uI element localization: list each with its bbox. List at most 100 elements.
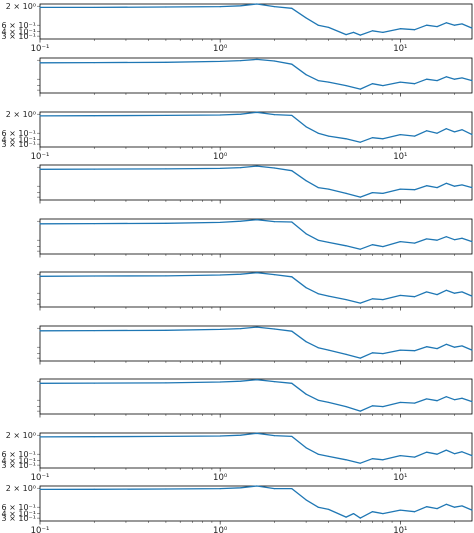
x-tick-label: 10⁰ xyxy=(213,152,228,162)
data-point xyxy=(436,79,438,82)
data-point xyxy=(426,78,428,80)
data-point xyxy=(371,298,374,300)
data-point xyxy=(273,488,275,490)
data-point xyxy=(305,180,307,182)
data-point xyxy=(426,24,428,26)
data-point xyxy=(219,221,221,224)
data-point xyxy=(328,26,330,29)
data-point xyxy=(453,506,456,508)
data-point xyxy=(445,289,447,291)
data-point xyxy=(165,222,167,224)
data-point xyxy=(382,512,384,515)
data-point xyxy=(436,453,438,455)
data-point xyxy=(413,511,416,513)
data-point xyxy=(93,436,95,438)
data-point xyxy=(359,302,361,304)
x-tick-label: 10¹ xyxy=(393,44,407,54)
data-point xyxy=(453,346,456,348)
data-point xyxy=(371,30,374,32)
data-point xyxy=(317,399,319,401)
x-tick-label: 10⁻¹ xyxy=(31,473,50,483)
data-point xyxy=(371,83,374,85)
series-line xyxy=(39,485,473,519)
data-point xyxy=(445,76,447,78)
data-point xyxy=(359,410,361,412)
data-point xyxy=(426,130,428,132)
data-point xyxy=(328,349,330,351)
data-point xyxy=(461,291,463,293)
data-point xyxy=(317,186,319,189)
x-tick-label: 10⁻¹ xyxy=(31,152,50,162)
data-point xyxy=(273,60,275,62)
y-tick-label: 6 × 10⁻¹ xyxy=(2,129,37,138)
data-point xyxy=(93,115,95,117)
data-point xyxy=(273,221,275,223)
data-point xyxy=(93,168,95,170)
data-point xyxy=(93,61,95,64)
data-point xyxy=(371,352,374,354)
data-point xyxy=(345,192,347,194)
data-point xyxy=(305,17,307,19)
data-point xyxy=(273,167,275,169)
data-point xyxy=(305,287,307,289)
data-point xyxy=(291,330,293,332)
data-point xyxy=(436,132,438,134)
data-point xyxy=(291,276,293,278)
data-point xyxy=(240,220,242,222)
data-point xyxy=(461,505,463,507)
data-point xyxy=(399,294,401,297)
data-point xyxy=(445,449,447,451)
data-point xyxy=(359,248,361,250)
data-point xyxy=(426,506,428,508)
panel-5 xyxy=(37,218,473,258)
data-point xyxy=(219,381,221,383)
data-point xyxy=(399,188,401,190)
data-point xyxy=(240,60,242,62)
data-point xyxy=(399,133,401,136)
data-point xyxy=(305,499,307,501)
data-point xyxy=(461,237,463,239)
x-tick-label: 10¹ xyxy=(393,152,407,162)
data-point xyxy=(426,291,428,293)
data-point xyxy=(39,223,41,225)
axes-frame xyxy=(39,271,473,308)
data-point xyxy=(461,129,463,131)
data-point xyxy=(382,459,384,461)
y-tick-label: 3 × 10⁻¹ xyxy=(2,514,37,523)
data-point xyxy=(399,509,401,511)
y-tick-label: 4 × 10⁻¹ xyxy=(2,510,37,519)
data-point xyxy=(317,453,319,455)
data-point xyxy=(240,273,242,275)
data-point xyxy=(413,83,416,85)
data-point xyxy=(165,168,167,170)
data-point xyxy=(256,485,258,487)
y-tick-label: 3 × 10⁻¹ xyxy=(2,461,37,470)
data-point xyxy=(39,330,41,332)
data-point xyxy=(328,135,330,137)
data-point xyxy=(359,34,361,36)
data-point xyxy=(240,487,242,489)
data-point xyxy=(345,405,347,408)
data-point xyxy=(317,24,319,26)
x-tick-label: 10⁰ xyxy=(213,473,228,483)
data-point xyxy=(345,353,347,355)
data-point xyxy=(453,24,456,26)
x-tick-label: 10⁻¹ xyxy=(31,526,50,533)
data-point xyxy=(359,357,361,359)
data-point xyxy=(345,459,347,461)
data-point xyxy=(436,293,438,296)
data-point xyxy=(436,239,438,241)
data-point xyxy=(382,352,384,355)
data-point xyxy=(445,236,447,238)
panel-4 xyxy=(37,164,473,204)
data-point xyxy=(436,25,438,28)
data-point xyxy=(291,382,293,384)
series-line xyxy=(39,326,473,359)
data-point xyxy=(345,138,347,140)
data-point xyxy=(371,191,374,194)
data-point xyxy=(39,6,41,9)
data-point xyxy=(165,488,167,490)
y-tick-label: 4 × 10⁻¹ xyxy=(2,457,37,466)
data-point xyxy=(291,114,293,117)
